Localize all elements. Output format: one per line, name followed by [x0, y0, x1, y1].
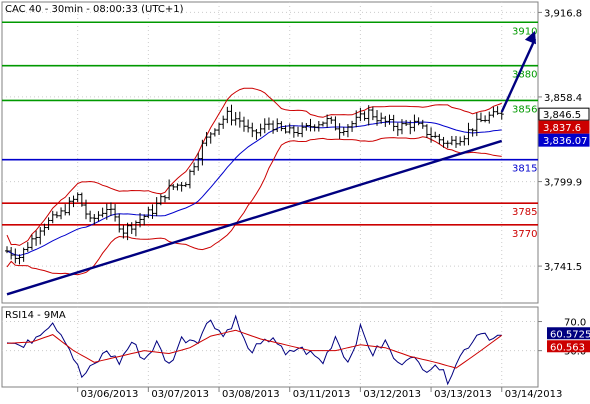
x-tick-label: 03/12/2013 [363, 389, 421, 400]
level-label: 3856 [512, 104, 537, 115]
level-label: 3770 [512, 229, 537, 240]
chart-title: CAC 40 - 30min - 08:00:33 (UTC+1) [5, 4, 184, 15]
price-tag [538, 133, 590, 147]
y-tick-label: 3,741.5 [544, 262, 582, 273]
rsi-y-tick-label: 70.0 [564, 318, 586, 329]
level-label: 3880 [512, 70, 537, 81]
rsi-panel [1, 306, 539, 388]
rsi-value-tag [547, 340, 590, 353]
price-tag [538, 107, 590, 121]
rsi-value-tag-label: 60.563 [550, 342, 585, 353]
rsi-line [6, 314, 502, 386]
price-tag-label: 3,836.07 [543, 136, 588, 147]
y-tick-label: 3,799.9 [544, 178, 582, 189]
price-tag-label: 3,846.5 [543, 110, 581, 121]
price-panel [1, 1, 539, 304]
level-label: 3910 [512, 26, 537, 37]
level-label: 3815 [512, 164, 537, 175]
x-tick-label: 03/07/2013 [151, 389, 209, 400]
ohlc-bars [5, 104, 504, 265]
rsi-title: RSI14 - 9MA [5, 310, 66, 321]
y-tick-label: 3,916.8 [544, 8, 582, 19]
x-tick-label: 03/08/2013 [222, 389, 280, 400]
price-tag [538, 120, 590, 134]
x-tick-label: 03/14/2013 [505, 389, 563, 400]
rsi-ma-line [6, 329, 502, 369]
x-tick-label: 03/13/2013 [434, 389, 492, 400]
moving-average-line [6, 121, 502, 257]
trendline [6, 139, 503, 296]
x-tick-label: 03/11/2013 [293, 389, 351, 400]
rsi-value-tag-label: 60.5725 [550, 329, 590, 340]
rsi-value-tag [547, 327, 590, 340]
price-tag-label: 3,837.6 [543, 123, 581, 134]
bollinger-upper-line [6, 87, 502, 246]
projection-arrow-shaft [500, 38, 537, 113]
level-label: 3785 [512, 207, 537, 218]
projection-arrow-head [524, 30, 536, 45]
y-tick-label: 3,858.4 [544, 93, 582, 104]
x-tick-label: 03/06/2013 [81, 389, 139, 400]
